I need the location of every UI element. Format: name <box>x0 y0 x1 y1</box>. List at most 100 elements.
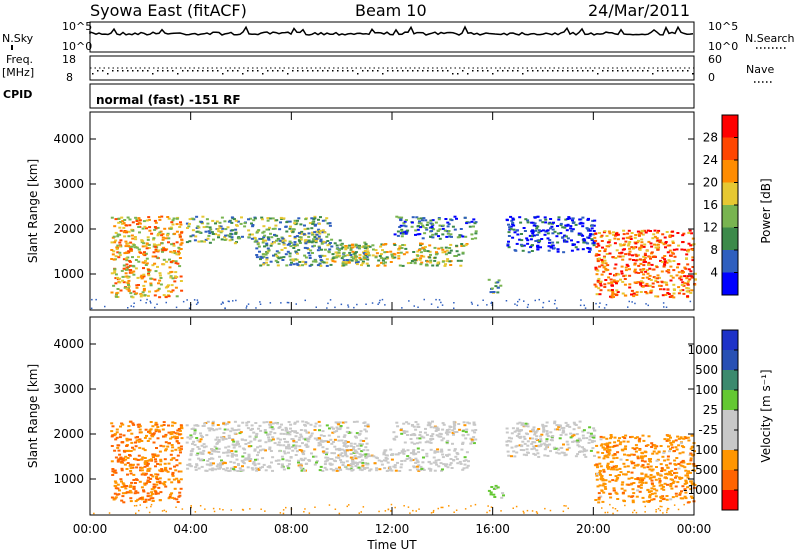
data-cell <box>526 422 530 425</box>
data-cell <box>655 237 659 240</box>
data-cell <box>148 458 152 461</box>
data-cell <box>496 281 500 284</box>
data-cell <box>447 230 451 232</box>
data-cell <box>570 435 574 438</box>
data-cell <box>129 292 133 295</box>
beam-label: Beam 10 <box>355 1 427 20</box>
data-cell <box>669 478 673 481</box>
data-cell <box>634 259 638 262</box>
data-cell <box>616 280 620 283</box>
data-cell <box>235 224 238 227</box>
data-cell <box>172 242 176 245</box>
data-cell <box>146 495 150 498</box>
data-cell <box>598 293 602 296</box>
data-cell <box>317 420 321 423</box>
nsky-line <box>89 25 694 36</box>
data-cell <box>610 460 614 463</box>
data-cell <box>430 435 434 438</box>
data-cell <box>308 257 312 259</box>
data-cell <box>633 236 637 239</box>
data-cell <box>271 422 275 425</box>
data-cell <box>415 465 419 468</box>
data-cell <box>626 265 630 268</box>
data-cell <box>441 260 445 263</box>
data-cell <box>374 249 378 252</box>
data-cell <box>642 439 646 442</box>
data-cell <box>346 441 350 443</box>
nave-dot <box>167 70 169 72</box>
data-cell <box>662 302 665 304</box>
data-cell <box>651 256 655 258</box>
data-cell <box>323 219 327 222</box>
data-cell <box>689 452 693 455</box>
data-cell <box>512 224 516 227</box>
data-cell <box>420 467 424 470</box>
data-cell <box>294 454 298 456</box>
data-cell <box>149 428 153 431</box>
data-cell <box>596 451 600 454</box>
data-cell <box>157 429 161 432</box>
data-cell <box>432 426 436 429</box>
data-cell <box>326 456 330 459</box>
data-cell <box>398 226 402 228</box>
data-cell <box>388 465 392 468</box>
data-cell <box>365 430 368 433</box>
data-cell <box>220 459 223 462</box>
data-cell <box>619 278 622 281</box>
data-cell <box>288 235 292 237</box>
data-cell <box>348 258 352 261</box>
data-cell <box>507 436 511 439</box>
data-cell <box>644 505 646 508</box>
data-cell <box>129 484 133 487</box>
nave-dot <box>92 73 94 75</box>
nave-dot <box>477 70 479 72</box>
data-cell <box>305 462 309 465</box>
nave-tick-top: 60 <box>708 53 722 66</box>
data-cell <box>344 442 348 445</box>
data-cell <box>666 244 670 247</box>
data-cell <box>124 458 128 461</box>
data-cell <box>545 438 549 441</box>
data-cell <box>127 279 131 282</box>
data-cell <box>630 246 634 249</box>
data-cell <box>627 306 629 308</box>
data-cell <box>218 464 222 467</box>
data-cell <box>641 269 645 272</box>
data-cell <box>665 306 668 308</box>
data-cell <box>681 485 685 488</box>
data-cell <box>610 296 614 299</box>
data-cell <box>473 222 477 225</box>
data-cell <box>612 489 616 492</box>
data-cell <box>593 283 597 286</box>
data-cell <box>602 479 605 482</box>
data-cell <box>204 238 208 241</box>
data-cell <box>686 263 690 266</box>
data-cell <box>195 454 199 456</box>
data-cell <box>263 429 267 431</box>
data-cell <box>163 481 167 483</box>
data-cell <box>244 457 248 460</box>
data-cell <box>614 479 618 482</box>
data-cell <box>168 495 172 498</box>
data-cell <box>669 448 672 451</box>
data-cell <box>399 429 403 432</box>
data-cell <box>154 473 158 476</box>
data-cell <box>125 437 129 440</box>
nave-dot <box>522 73 524 75</box>
data-cell <box>652 233 656 236</box>
data-cell <box>113 269 117 272</box>
data-cell <box>409 459 413 462</box>
data-cell <box>608 272 612 275</box>
data-cell <box>536 225 540 228</box>
data-cell <box>660 484 664 487</box>
data-cell <box>298 445 302 448</box>
data-cell <box>364 243 368 246</box>
data-cell <box>434 253 438 256</box>
freq-tick-top: 18 <box>62 53 76 66</box>
data-cell <box>605 442 609 445</box>
data-cell <box>642 466 646 469</box>
data-cell <box>452 422 456 425</box>
data-cell <box>619 471 623 474</box>
data-cell <box>642 255 646 258</box>
data-cell <box>447 428 451 431</box>
